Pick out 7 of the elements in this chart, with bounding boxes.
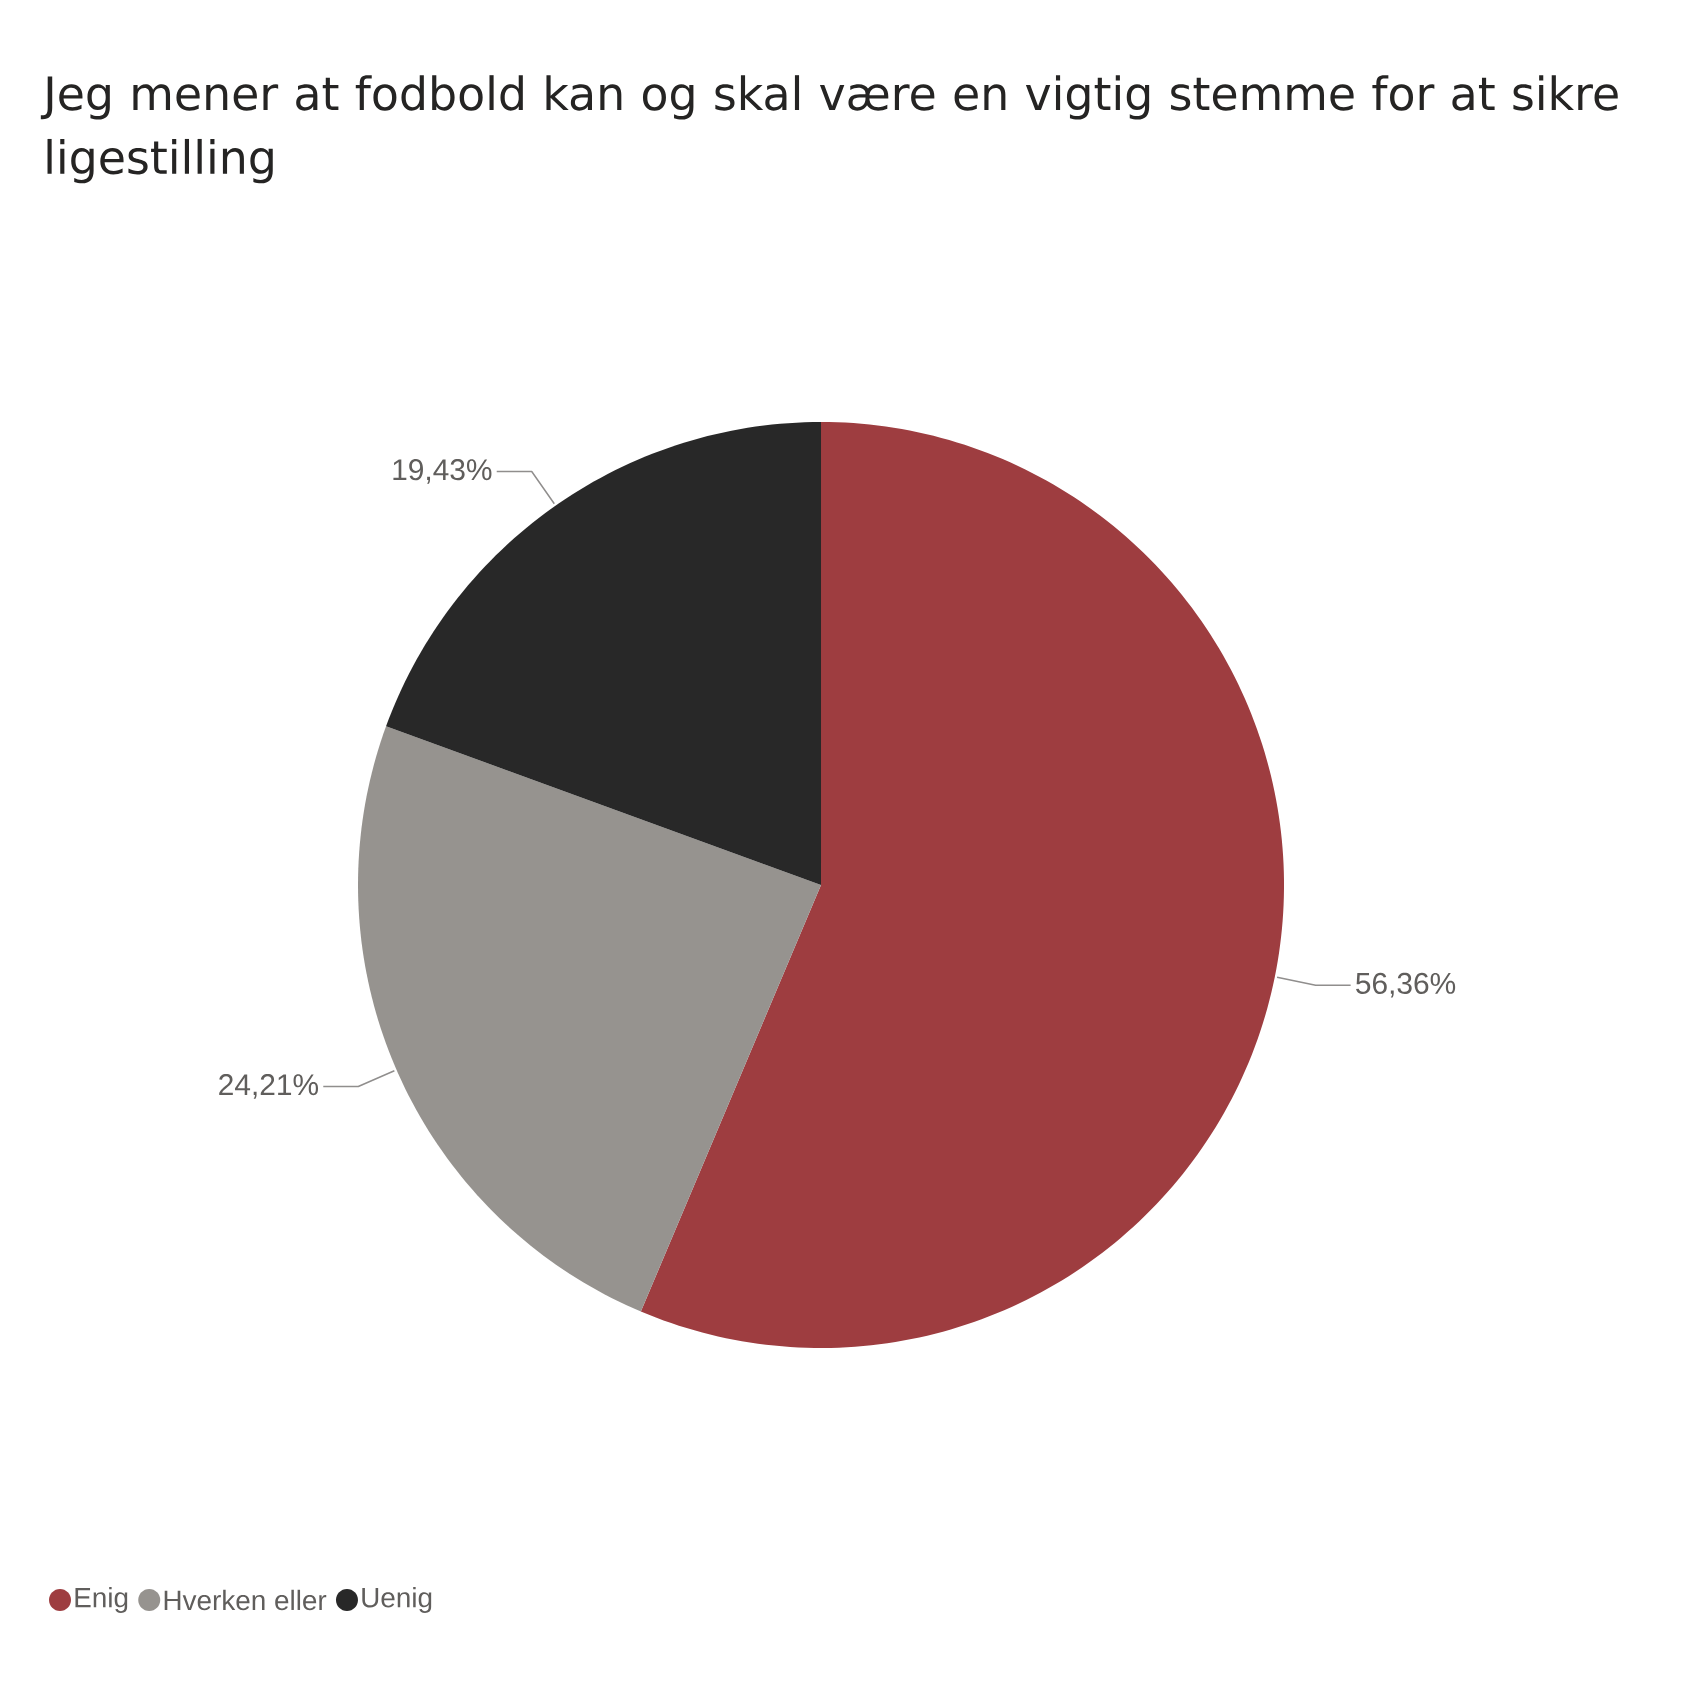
chart-title: Jeg mener at fodbold kan og skal være en vigtig stemme for at sikre ligestilling	[40, 75, 1618, 184]
legend-label: Enig	[75, 1587, 128, 1613]
data-label: 56,36%	[1356, 972, 1456, 998]
data-label: 19,43%	[393, 459, 492, 484]
data-label: 24,21%	[219, 1074, 319, 1099]
legend-label: Hverken eller	[164, 1589, 327, 1611]
legend-label: Uenig	[362, 1587, 432, 1613]
